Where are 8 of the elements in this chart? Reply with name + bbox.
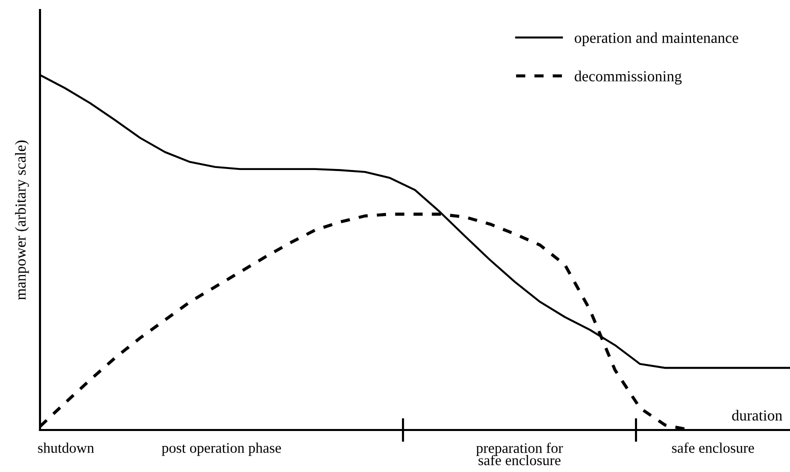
text: post operation phase bbox=[162, 442, 281, 456]
legend-label: operation and maintenance bbox=[574, 32, 738, 46]
text: shutdown bbox=[38, 442, 94, 453]
y-axis-title: manpower (arbitary scale) bbox=[14, 140, 29, 300]
text: safe enclosure bbox=[672, 442, 754, 453]
x-axis-title: duration bbox=[732, 410, 782, 421]
legend-label: decommissioning bbox=[574, 70, 682, 85]
text: preparation for safe enclosure bbox=[476, 442, 563, 466]
